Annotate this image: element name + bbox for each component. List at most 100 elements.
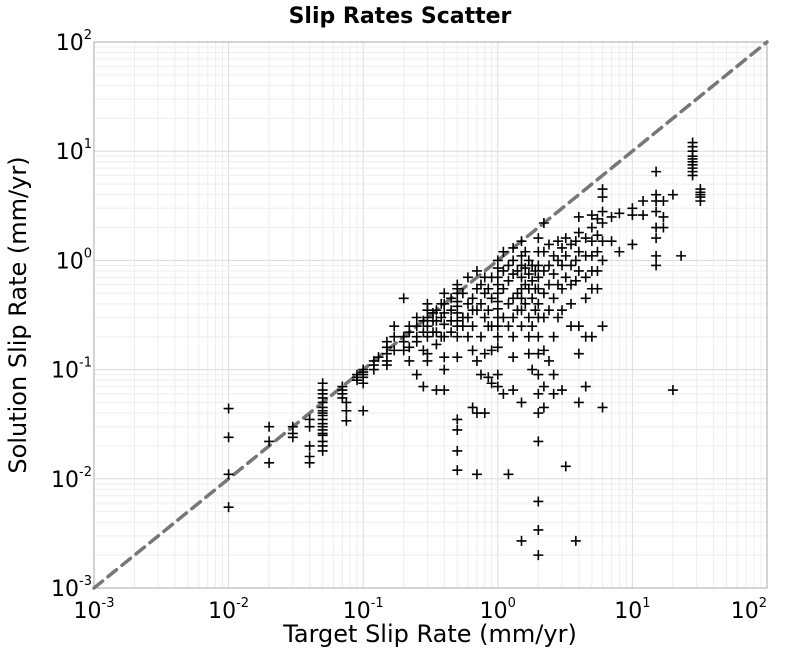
data-point [446,327,457,338]
data-point [527,293,538,304]
data-point [452,352,463,363]
grid-lines [93,42,767,589]
data-point [606,211,617,222]
data-point [479,348,490,359]
data-point [508,352,519,363]
data-point [264,421,275,432]
data-point [533,524,544,535]
data-point [560,461,571,472]
data-point [304,457,315,468]
data-point [527,364,538,375]
data-point [597,218,608,229]
data-point [651,260,662,271]
y-tick-label: 101 [56,137,92,165]
reference-line-1to1 [92,40,769,590]
data-point [411,312,422,323]
data-point [533,298,544,309]
data-point [614,208,625,219]
data-point [317,445,328,456]
data-point [651,233,662,244]
data-point [687,170,698,181]
data-point [570,275,581,286]
data-point [523,331,534,342]
data-point [580,272,591,283]
data-point [570,535,581,546]
data-point [498,246,509,257]
data-point [538,265,549,276]
data-point [552,236,563,247]
data-point [566,260,577,271]
data-point [486,378,497,389]
data-point [538,381,549,392]
data-point [508,385,519,396]
data-point [512,265,523,276]
data-point [573,211,584,222]
data-point [548,293,559,304]
data-point [439,307,450,318]
data-point [523,348,534,359]
data-point [651,166,662,177]
data-point [471,355,482,366]
data-point [439,288,450,299]
data-point [467,345,478,356]
data-point [264,436,275,447]
data-point [404,327,415,338]
data-point [516,236,527,247]
data-point [548,369,559,380]
data-point [389,331,400,342]
data-point [597,236,608,247]
data-point [533,331,544,342]
data-point [516,397,527,408]
data-point [452,414,463,425]
chart-title: Slip Rates Scatter [289,4,512,29]
data-point [548,388,559,399]
data-point [614,246,625,257]
data-point [520,298,531,309]
data-point [462,272,473,283]
y-tick-label: 102 [56,28,92,56]
data-point [462,331,473,342]
data-point [479,408,490,419]
data-point [533,272,544,283]
data-point [530,265,541,276]
data-point [560,233,571,244]
data-point [439,385,450,396]
data-point [592,283,603,294]
data-point [538,246,549,257]
data-point [586,222,597,233]
data-point [592,246,603,257]
data-point [557,242,568,253]
data-point [580,293,591,304]
data-point [592,213,603,224]
data-point [373,352,384,363]
data-point [580,233,591,244]
data-point [446,305,457,316]
data-point [580,381,591,392]
data-point [523,312,534,323]
data-point [398,336,409,347]
data-point [627,210,638,221]
data-point [492,342,503,353]
data-point [483,305,494,316]
data-point [533,233,544,244]
data-point [452,445,463,456]
data-point [439,331,450,342]
data-point [508,293,519,304]
data-point [492,321,503,332]
data-point [651,250,662,261]
data-point [533,348,544,359]
data-point [538,345,549,356]
data-point [498,265,509,276]
data-point [592,265,603,276]
x-tick-label: 102 [731,596,767,624]
data-point [533,550,544,561]
data-point [422,321,433,332]
data-point [523,269,534,280]
data-point [503,298,514,309]
data-point [543,305,554,316]
data-point [358,364,369,375]
data-point [471,305,482,316]
y-tick-label: 10-2 [51,465,92,493]
data-point [548,250,559,261]
data-point [508,255,519,266]
